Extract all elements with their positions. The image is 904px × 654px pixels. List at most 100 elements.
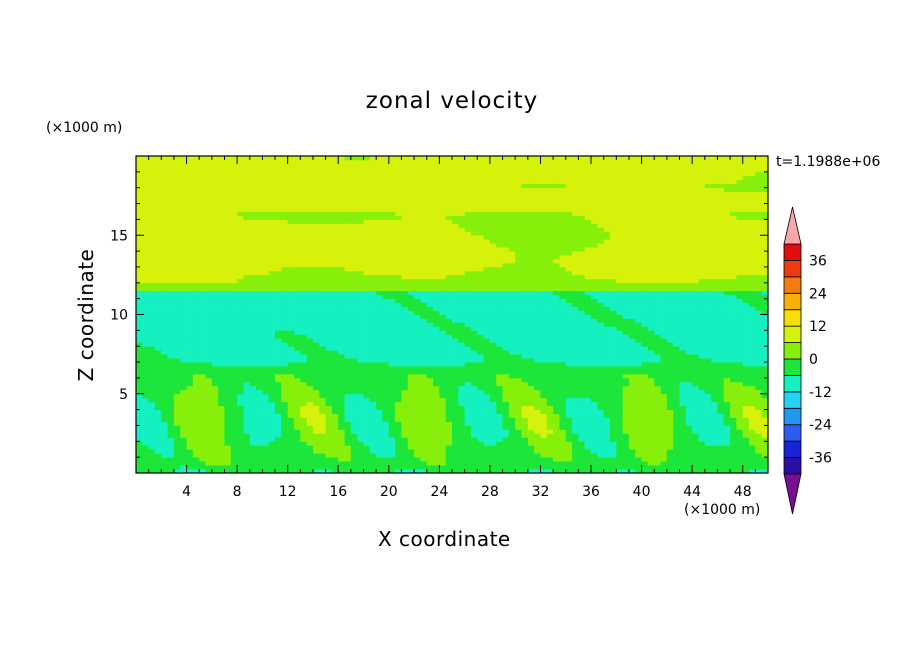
field-cell	[376, 342, 383, 347]
field-cell	[161, 338, 168, 343]
field-cell	[142, 298, 150, 304]
field-cell	[483, 278, 491, 284]
field-cell	[508, 314, 516, 319]
field-cell	[256, 417, 263, 422]
field-cell	[483, 191, 491, 197]
field-cell	[382, 175, 390, 181]
field-cell	[464, 318, 472, 323]
field-cell	[306, 219, 314, 224]
field-cell	[180, 167, 187, 173]
field-cell	[350, 203, 358, 208]
field-cell	[281, 251, 289, 256]
field-cell	[306, 286, 314, 292]
field-cell	[192, 223, 200, 228]
field-cell	[167, 338, 175, 343]
field-cell	[186, 421, 194, 426]
field-cell	[161, 255, 168, 260]
field-cell	[211, 373, 219, 379]
field-cell	[230, 239, 238, 244]
field-cell	[376, 286, 383, 292]
field-cell	[502, 302, 510, 307]
field-cell	[439, 314, 447, 319]
field-cell	[306, 381, 314, 387]
field-cell	[136, 306, 143, 311]
field-cell	[294, 338, 301, 343]
field-cell	[414, 393, 421, 399]
field-cell	[136, 302, 143, 307]
field-cell	[161, 294, 168, 300]
field-cell	[243, 290, 251, 296]
field-cell	[306, 203, 314, 208]
field-cell	[186, 163, 194, 169]
field-cell	[452, 369, 459, 375]
field-cell	[142, 362, 150, 367]
field-cell	[243, 219, 251, 224]
field-cell	[521, 278, 529, 284]
field-cell	[464, 163, 472, 169]
field-cell	[369, 362, 377, 367]
field-cell	[489, 207, 497, 212]
field-cell	[205, 334, 213, 339]
field-cell	[382, 330, 390, 335]
field-cell	[489, 286, 497, 292]
field-cell	[237, 469, 244, 473]
field-cell	[521, 362, 529, 367]
field-cell	[331, 247, 339, 252]
field-cell	[433, 389, 440, 395]
field-cell	[249, 167, 257, 173]
field-cell	[312, 326, 320, 331]
field-cell	[167, 389, 175, 395]
field-cell	[218, 306, 225, 311]
field-cell	[439, 235, 447, 240]
field-cell	[401, 223, 409, 228]
field-cell	[161, 306, 168, 311]
field-cell	[515, 171, 522, 177]
field-cell	[300, 163, 308, 169]
field-cell	[470, 334, 478, 339]
field-cell	[243, 310, 251, 315]
field-cell	[521, 409, 529, 414]
field-cell	[401, 302, 409, 307]
field-cell	[161, 350, 168, 355]
field-cell	[521, 369, 529, 375]
field-cell	[388, 262, 396, 268]
field-cell	[414, 350, 421, 355]
field-cell	[496, 270, 503, 276]
field-cell	[306, 171, 314, 177]
field-cell	[230, 286, 238, 292]
field-cell	[344, 322, 352, 327]
field-cell	[136, 381, 143, 387]
field-cell	[224, 465, 232, 470]
field-cell	[281, 231, 289, 236]
field-cell	[445, 231, 453, 236]
field-cell	[180, 330, 187, 335]
field-cell	[344, 306, 352, 311]
field-cell	[502, 465, 510, 470]
field-cell	[458, 195, 466, 200]
field-cell	[249, 377, 257, 383]
field-cell	[521, 262, 529, 268]
field-cell	[477, 401, 484, 407]
field-cell	[496, 203, 503, 208]
field-cell	[470, 247, 478, 252]
field-cell	[262, 373, 270, 379]
field-cell	[388, 437, 396, 442]
field-cell	[237, 350, 244, 355]
field-cell	[287, 441, 295, 446]
field-cell	[407, 163, 415, 169]
field-cell	[445, 433, 453, 438]
field-cell	[287, 397, 295, 403]
field-cell	[363, 227, 371, 232]
field-cell	[167, 342, 175, 347]
field-cell	[211, 195, 219, 200]
field-cell	[458, 326, 466, 331]
field-cell	[262, 429, 270, 434]
field-cell	[287, 286, 295, 292]
field-cell	[357, 270, 364, 276]
field-cell	[369, 294, 377, 300]
field-cell	[344, 227, 352, 232]
field-cell	[496, 262, 503, 268]
field-cell	[388, 334, 396, 339]
field-cell	[243, 286, 251, 292]
field-cell	[136, 199, 143, 204]
